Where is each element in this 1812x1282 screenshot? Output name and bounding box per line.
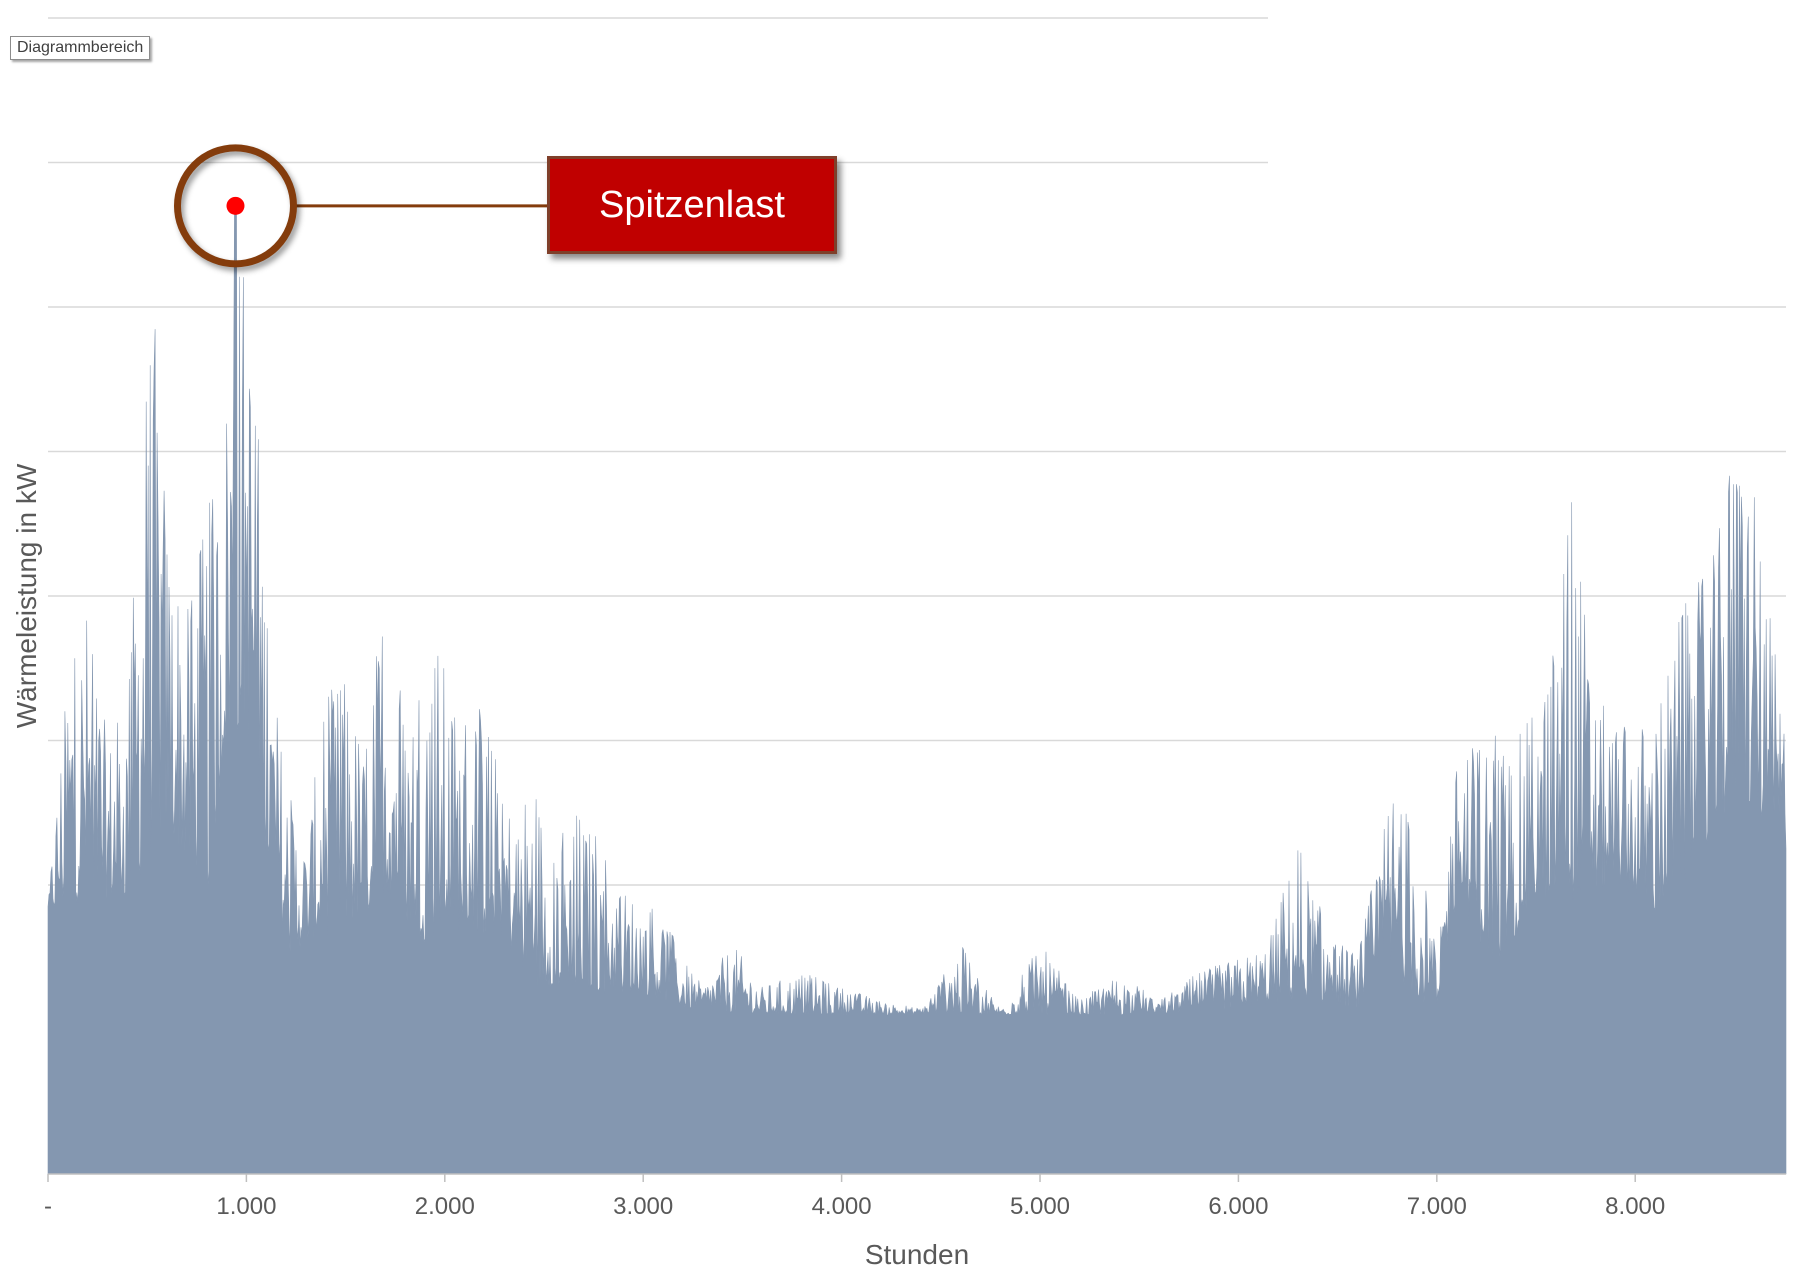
x-tick-label: 1.000 xyxy=(216,1193,276,1220)
x-axis-title: Stunden xyxy=(865,1239,969,1270)
peak-annotation xyxy=(173,144,547,268)
peak-marker xyxy=(226,196,245,215)
area-series xyxy=(47,205,1787,1175)
peak-highlight-ring xyxy=(173,144,297,268)
y-axis-title: Wärmeleistung in kW xyxy=(11,463,42,728)
x-tick-label: 3.000 xyxy=(613,1193,673,1220)
series-waermeleistung xyxy=(47,205,1787,1175)
x-tick-label: 7.000 xyxy=(1407,1193,1467,1220)
peak-load-callout[interactable]: Spitzenlast xyxy=(547,156,837,254)
x-axis: - 1.000 2.000 3.000 4.000 5.000 6.000 7.000 8.00… xyxy=(44,1173,1786,1220)
x-tick-label: 8.000 xyxy=(1605,1193,1665,1220)
x-tick-label: 2.000 xyxy=(415,1193,475,1220)
x-tick-label: 5.000 xyxy=(1010,1193,1070,1220)
x-tick-label: 4.000 xyxy=(812,1193,872,1220)
chart-area-selection-tag: Diagrammbereich xyxy=(10,36,151,60)
x-tick-label: 6.000 xyxy=(1208,1193,1268,1220)
x-tick-label: - xyxy=(44,1193,52,1220)
